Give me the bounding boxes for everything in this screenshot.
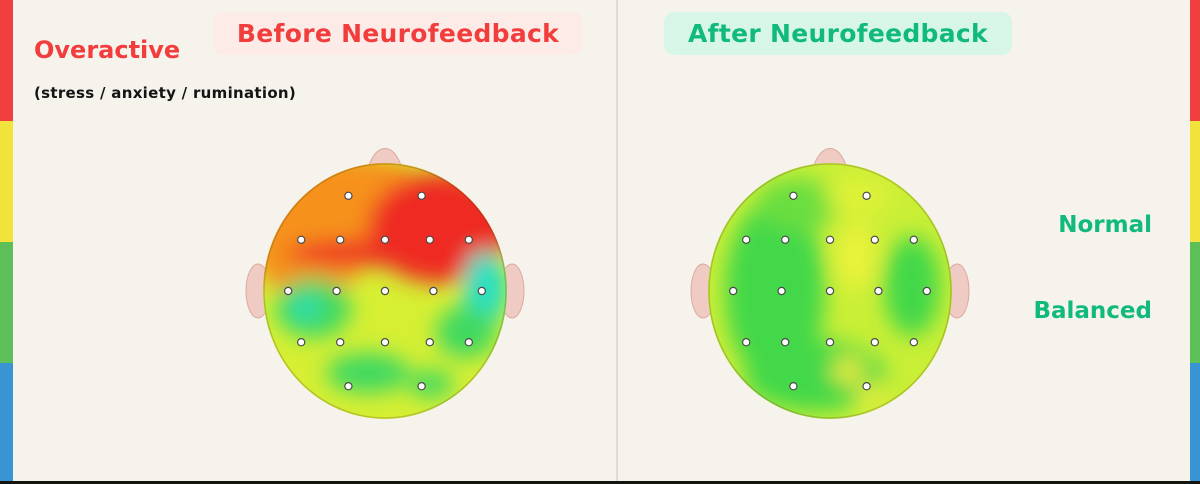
after-heatmap (708, 163, 952, 419)
electrode-dot (780, 235, 790, 245)
electrode-dot (825, 337, 835, 347)
electrode-dot (780, 337, 790, 347)
electrode-dot (464, 235, 473, 245)
bottom-edge (0, 481, 1200, 484)
before-head-topomap (245, 148, 525, 419)
electrode-dot (429, 286, 438, 296)
after-electrodes (729, 191, 931, 391)
electrode-dot (335, 337, 345, 347)
electrode-dot (380, 337, 390, 347)
overactive-label: Overactive (34, 36, 181, 64)
after-head-topomap (690, 148, 970, 419)
electrode-dot (296, 235, 306, 245)
electrode-dot (344, 191, 353, 201)
overactive-sublabel: (stress / anxiety / rumination) (34, 84, 297, 102)
electrode-dot (332, 286, 341, 296)
scale-segment (0, 121, 13, 242)
scale-segment (0, 242, 13, 363)
electrode-dot (874, 286, 883, 296)
electrode-dot (909, 337, 918, 347)
balanced-label: Balanced (1033, 298, 1152, 324)
electrode-dot (380, 235, 390, 245)
electrode-dot (296, 337, 306, 347)
electrode-dot (729, 286, 738, 296)
electrode-dot (789, 381, 798, 391)
electrode-dot (741, 337, 751, 347)
electrode-dot (417, 191, 426, 201)
scale-segment (0, 0, 13, 121)
electrode-dot (477, 286, 486, 296)
electrode-dot (284, 286, 293, 296)
scale-segment (1190, 0, 1200, 121)
panel-divider (616, 0, 618, 484)
electrode-dot (789, 191, 798, 201)
before-title: Before Neurofeedback (212, 12, 584, 55)
electrode-dot (862, 191, 871, 201)
electrode-dot (825, 286, 835, 296)
electrode-dot (909, 235, 918, 245)
electrode-dot (380, 286, 390, 296)
electrode-dot (825, 235, 835, 245)
electrode-dot (922, 286, 931, 296)
electrode-dot (870, 235, 879, 245)
electrode-dot (464, 337, 473, 347)
electrode-dot (417, 381, 426, 391)
electrode-dot (425, 235, 434, 245)
electrode-dot (335, 235, 345, 245)
electrode-dot (344, 381, 353, 391)
before-heatmap (263, 163, 507, 419)
color-scale-right (1190, 0, 1200, 484)
after-title: After Neurofeedback (664, 12, 1012, 55)
scale-segment (1190, 121, 1200, 242)
normal-label: Normal (1058, 212, 1152, 238)
electrode-dot (425, 337, 434, 347)
scale-segment (1190, 242, 1200, 363)
electrode-dot (870, 337, 879, 347)
scale-segment (1190, 363, 1200, 484)
scale-segment (0, 363, 13, 484)
electrode-dot (862, 381, 871, 391)
electrode-dot (741, 235, 751, 245)
color-scale-left (0, 0, 13, 484)
electrode-dot (777, 286, 786, 296)
before-electrodes (284, 191, 486, 391)
